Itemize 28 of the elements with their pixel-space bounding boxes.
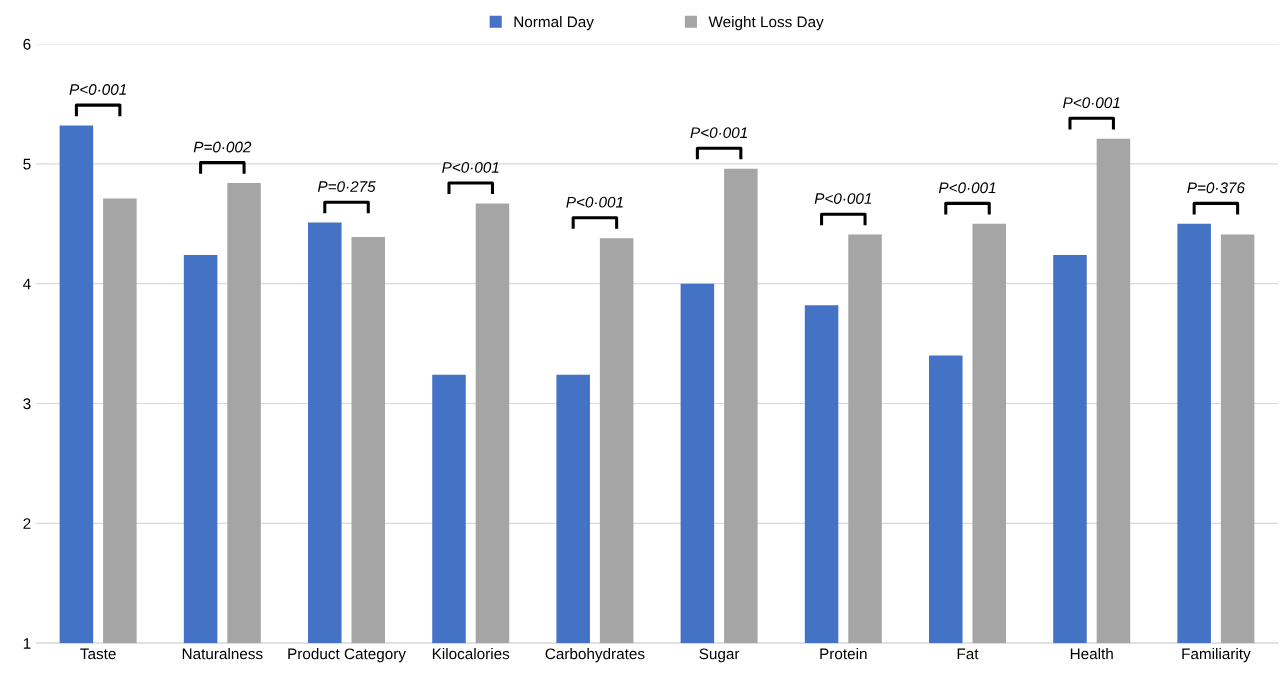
legend-label: Weight Loss Day — [708, 16, 824, 31]
annotation: P=0·376 — [1187, 182, 1245, 194]
x-tick-label: Sugar — [699, 648, 740, 663]
annotation: P<0·001 — [442, 161, 499, 173]
legend-label: Normal Day — [514, 16, 594, 31]
y-tick-label: 5 — [23, 158, 31, 170]
annotation: P=0·275 — [317, 181, 376, 192]
annotation: P<0·001 — [938, 182, 996, 194]
x-tick-label: Protein — [820, 648, 867, 660]
y-tick-label: 4 — [23, 278, 31, 290]
annotation: P<0·001 — [566, 196, 623, 208]
annotation: P<0·001 — [1063, 97, 1120, 109]
annotation: P<0·001 — [69, 84, 126, 95]
x-tick-label: Fat — [957, 648, 979, 660]
y-tick-label: 2 — [23, 518, 31, 529]
y-tick-label: 1 — [23, 638, 31, 649]
x-tick-label: Carbohydrates — [545, 648, 645, 663]
x-tick-label: Naturalness — [182, 648, 263, 660]
x-tick-label: Health — [1070, 648, 1113, 660]
x-tick-label: Taste — [80, 648, 116, 660]
y-tick-label: 3 — [23, 398, 31, 410]
annotation: P<0·001 — [814, 193, 872, 204]
x-tick-label: Familiarity — [1182, 648, 1251, 663]
x-tick-label: Product Category — [288, 648, 406, 663]
annotation: P<0·001 — [690, 127, 747, 139]
x-tick-label: Kilocalories — [432, 648, 510, 660]
annotation: P=0·002 — [193, 141, 252, 153]
y-tick-label: 6 — [23, 38, 31, 50]
